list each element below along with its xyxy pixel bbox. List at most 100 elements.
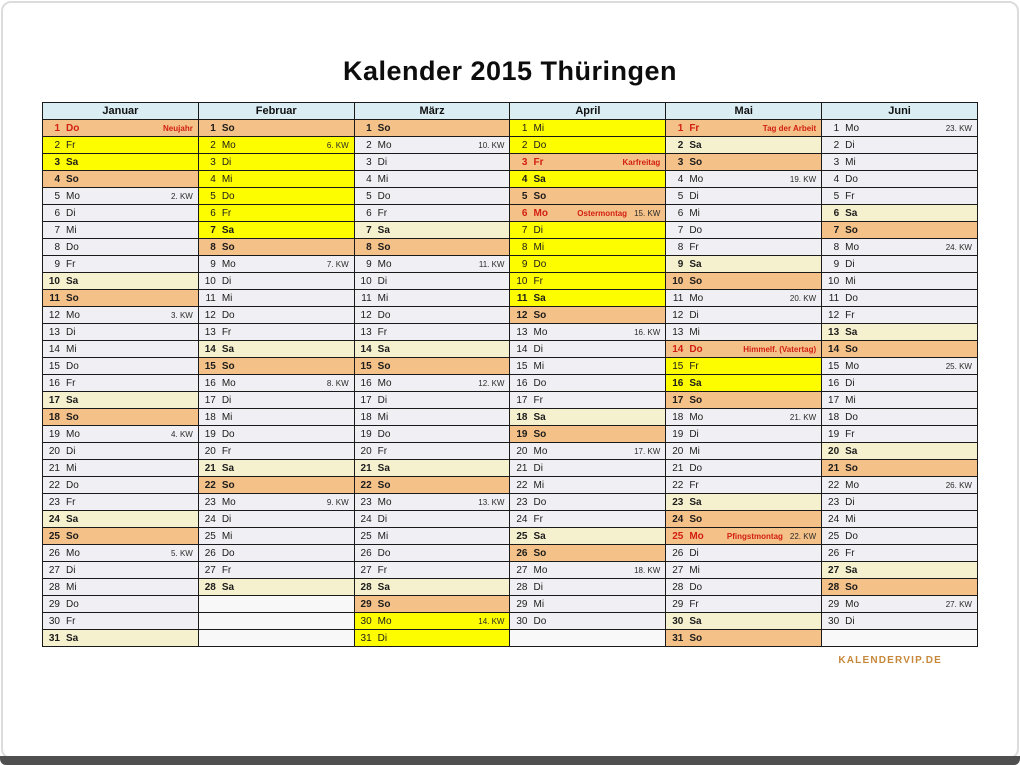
day-number: 21 bbox=[360, 462, 372, 474]
weekday-label: Do bbox=[66, 122, 80, 134]
day-number: 11 bbox=[672, 292, 684, 304]
day-row: 19 Di bbox=[666, 426, 822, 443]
weekday-label: So bbox=[533, 428, 547, 440]
day-number: 10 bbox=[828, 275, 840, 287]
weekday-label: Fr bbox=[66, 377, 76, 389]
day-row: 17 Di bbox=[198, 392, 354, 409]
day-annotations: 21. KW bbox=[790, 413, 816, 422]
day-number: 6 bbox=[210, 207, 216, 219]
day-number: 30 bbox=[672, 615, 684, 627]
day-number: 20 bbox=[48, 445, 60, 457]
weekday-label: So bbox=[377, 360, 391, 372]
weekday-label: Do bbox=[689, 462, 703, 474]
day-row: 7 Do bbox=[666, 222, 822, 239]
weekday-label: Mo bbox=[845, 598, 860, 610]
weekday-label: Di bbox=[845, 139, 855, 151]
day-number: 17 bbox=[672, 394, 684, 406]
day-number: 10 bbox=[204, 275, 216, 287]
day-row: 11 Mo 20. KW bbox=[666, 290, 822, 307]
day-row: 14 Di bbox=[510, 341, 666, 358]
day-row: 11 Do bbox=[822, 290, 977, 307]
day-number: 2 bbox=[366, 139, 372, 151]
day-number: 4 bbox=[833, 173, 840, 185]
day-row: 31 So bbox=[666, 630, 822, 646]
weekday-label: Mo bbox=[845, 122, 860, 134]
day-row: 28 Mi bbox=[43, 579, 198, 596]
footer-website-label: KALENDERVIP.DE bbox=[838, 655, 942, 666]
day-row: 27 Mi bbox=[666, 562, 822, 579]
day-row: 18 Mo 21. KW bbox=[666, 409, 822, 426]
day-row: 17 So bbox=[666, 392, 822, 409]
day-number: 1 bbox=[366, 122, 372, 134]
calendar-week-label: 15. KW bbox=[634, 208, 661, 218]
day-row: 8 Mi bbox=[510, 239, 666, 256]
weekday-label: Do bbox=[221, 428, 235, 440]
weekday-label: Mo bbox=[845, 479, 860, 491]
day-number: 28 bbox=[360, 581, 372, 593]
day-row: 13 Sa bbox=[822, 324, 977, 341]
day-row: 9 Mo 7. KW bbox=[198, 256, 354, 273]
day-number: 8 bbox=[833, 241, 840, 253]
month-column: April 1 Mi 2 Do 3 Fr Karfreitag 4 Sa 5 So 6 Mo Ostermo… bbox=[509, 103, 666, 646]
day-row: 23 Mo 9. KW bbox=[198, 494, 354, 511]
weekday-label: Fr bbox=[845, 428, 855, 440]
day-number: 3 bbox=[521, 156, 528, 168]
month-header: Februar bbox=[198, 103, 354, 120]
day-number: 6 bbox=[366, 207, 372, 219]
weekday-label: Sa bbox=[377, 462, 390, 474]
day-number: 8 bbox=[677, 241, 684, 253]
day-number: 6 bbox=[677, 207, 684, 219]
weekday-label: Fr bbox=[689, 122, 700, 134]
day-row: 12 Fr bbox=[822, 307, 977, 324]
day-row: 20 Fr bbox=[198, 443, 354, 460]
day-number: 13 bbox=[204, 326, 216, 338]
weekday-label: Mi bbox=[377, 411, 389, 423]
day-number: 3 bbox=[833, 156, 840, 168]
day-number: 13 bbox=[360, 326, 372, 338]
day-number: 4 bbox=[677, 173, 684, 185]
day-annotations: 2. KW bbox=[171, 192, 193, 201]
day-number: 14 bbox=[516, 343, 528, 355]
day-number: 5 bbox=[366, 190, 372, 202]
day-number: 25 bbox=[828, 530, 840, 542]
day-annotations: 24. KW bbox=[946, 243, 972, 252]
day-row: 15 So bbox=[354, 358, 510, 375]
day-row: 11 Sa bbox=[510, 290, 666, 307]
day-row: 29 Mi bbox=[510, 596, 666, 613]
holiday-label: Tag der Arbeit bbox=[762, 123, 817, 133]
day-number: 19 bbox=[204, 428, 216, 440]
weekday-label: Sa bbox=[689, 258, 702, 270]
holiday-label: Pfingstmontag bbox=[726, 531, 783, 541]
day-row: 27 Fr bbox=[198, 562, 354, 579]
calendar-week-label: 21. KW bbox=[789, 412, 817, 422]
day-row: 24 Mi bbox=[822, 511, 977, 528]
day-row: 16 Mo 12. KW bbox=[354, 375, 510, 392]
month-header: März bbox=[354, 103, 510, 120]
day-number: 19 bbox=[516, 428, 528, 440]
weekday-label: So bbox=[845, 343, 858, 355]
day-number: 20 bbox=[360, 445, 372, 457]
day-row: 10 Sa bbox=[43, 273, 198, 290]
day-row: 23 Mo 13. KW bbox=[354, 494, 510, 511]
day-number: 23 bbox=[204, 496, 216, 508]
day-row: 28 So bbox=[822, 579, 977, 596]
day-row: 29 Fr bbox=[666, 596, 822, 613]
weekday-label: Sa bbox=[221, 462, 235, 474]
day-number: 15 bbox=[48, 360, 60, 372]
day-number: 30 bbox=[516, 615, 528, 627]
weekday-label: Fr bbox=[845, 547, 855, 559]
day-number: 14 bbox=[672, 343, 684, 355]
day-row: 26 Do bbox=[198, 545, 354, 562]
day-row: 10 Fr bbox=[510, 273, 666, 290]
day-number: 12 bbox=[360, 309, 372, 321]
day-row: 16 Fr bbox=[43, 375, 198, 392]
day-row: 10 Di bbox=[354, 273, 510, 290]
day-number: 17 bbox=[828, 394, 840, 406]
weekday-label: So bbox=[845, 462, 858, 474]
calendar-week-label: 20. KW bbox=[789, 293, 817, 303]
day-number: 23 bbox=[360, 496, 372, 508]
day-annotations: 9. KW bbox=[327, 498, 349, 507]
weekday-label: Fr bbox=[66, 139, 76, 151]
day-row: 3 Di bbox=[354, 154, 510, 171]
day-row: 21 Do bbox=[666, 460, 822, 477]
